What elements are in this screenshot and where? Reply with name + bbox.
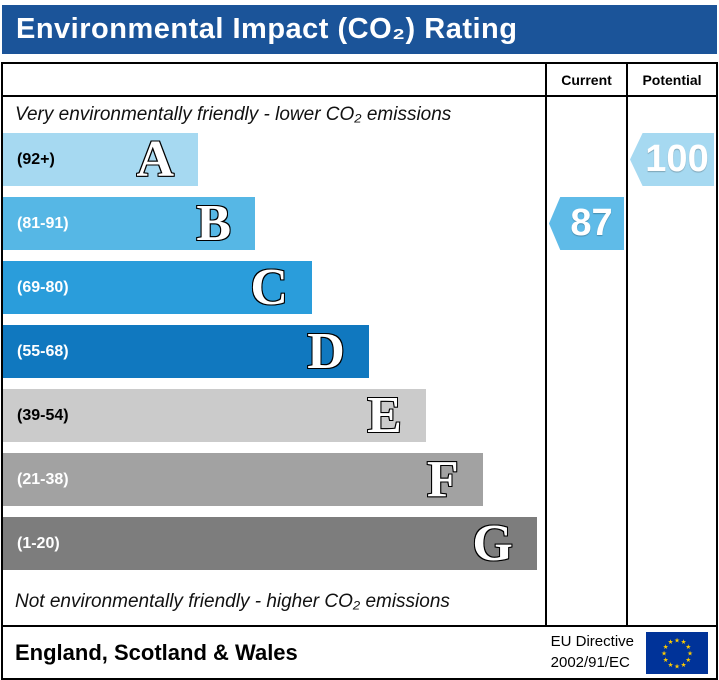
eu-flag-star: ★ [685,643,691,651]
band-range-label: (39-54) [17,406,69,424]
band-bar-d: (55-68) D [3,322,369,380]
eu-flag-star: ★ [668,660,674,668]
band-bar-e: (39-54) E [3,386,426,444]
current-column-header: Current [545,64,626,95]
band-row-g: (1-20) G [3,514,545,572]
title-bar: Environmental Impact (CO₂) Rating [2,5,717,54]
band-letter: G [471,514,513,572]
eu-flag-star: ★ [663,643,669,651]
bottom-caption: Not environmentally friendly - higher CO… [15,591,450,612]
band-bar-f: (21-38) F [3,450,483,508]
band-row-f: (21-38) F [3,450,545,508]
potential-column: 100 [626,97,716,625]
chart-body: Very environmentally friendly - lower CO… [3,97,716,625]
band-letter: A [136,130,176,188]
band-range-label: (69-80) [17,278,69,296]
band-bar-c: (69-80) C [3,258,312,316]
eu-directive-line2: 2002/91/EC [550,653,630,671]
eu-directive: EU Directive 2002/91/EC [551,632,634,673]
band-row-b: (81-91) B [3,194,545,252]
eu-flag: ★ ★ ★ ★ ★ ★ ★ ★ ★ ★ ★ ★ [646,631,708,674]
potential-value: 100 [645,138,709,180]
eu-flag-star: ★ [681,638,687,646]
eu-flag-star: ★ [687,649,693,657]
band-bar-g: (1-20) G [3,514,537,572]
current-column: 87 [545,97,626,625]
band-row-c: (69-80) C [3,258,545,316]
eu-flag-star: ★ [668,638,674,646]
eu-flag-star: ★ [663,656,669,664]
region-label: England, Scotland & Wales [15,639,298,665]
eu-flag-star: ★ [685,656,691,664]
eu-flag-star: ★ [661,649,667,657]
header-spacer [3,64,545,95]
footer: England, Scotland & Wales EU Directive 2… [1,625,718,680]
current-indicator: 87 [549,197,624,250]
band-letter: F [426,450,460,508]
eu-directive-line1: EU Directive [550,633,634,651]
band-bar-b: (81-91) B [3,194,256,252]
potential-column-header: Potential [626,64,716,95]
epc-environmental-impact-chart: Environmental Impact (CO₂) Rating Curren… [0,5,719,680]
band-letter: E [366,386,403,444]
bands-area: Very environmentally friendly - lower CO… [3,97,545,625]
page-title: Environmental Impact (CO₂) Rating [16,13,518,45]
potential-indicator: 100 [630,133,714,186]
band-range-label: (21-38) [17,470,69,488]
band-range-label: (92+) [17,150,55,168]
chart-header-row: Current Potential [3,64,716,97]
band-range-label: (81-91) [17,214,69,232]
band-row-d: (55-68) D [3,322,545,380]
eu-flag-star: ★ [674,662,680,670]
band-letter: B [195,194,232,252]
band-row-a: (92+) A [3,130,545,188]
band-letter: C [249,258,289,316]
top-caption: Very environmentally friendly - lower CO… [15,104,452,125]
current-value: 87 [570,202,613,244]
band-range-label: (55-68) [17,342,69,360]
rating-chart: Current Potential Very environmentally f… [1,62,718,627]
band-letter: D [306,322,346,380]
band-bar-a: (92+) A [3,130,199,188]
band-row-e: (39-54) E [3,386,545,444]
eu-flag-field [646,631,708,674]
eu-flag-star: ★ [674,636,680,644]
eu-flag-star: ★ [681,660,687,668]
band-range-label: (1-20) [17,534,60,552]
